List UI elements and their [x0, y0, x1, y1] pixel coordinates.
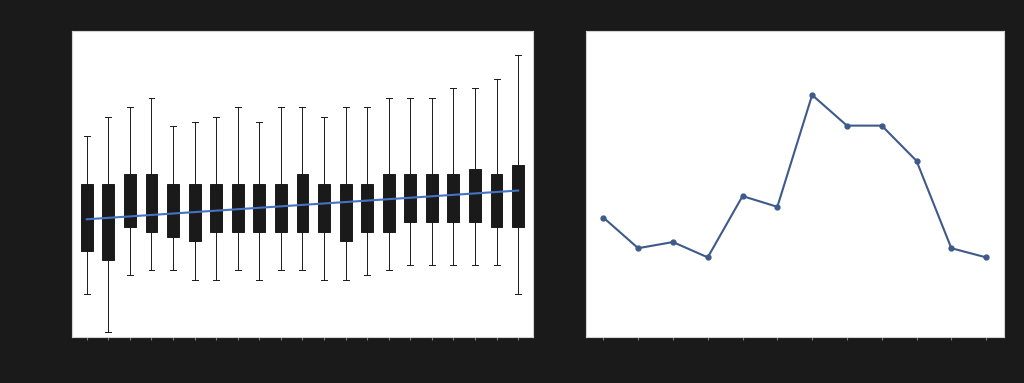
PathPatch shape	[383, 174, 394, 232]
PathPatch shape	[102, 184, 115, 260]
PathPatch shape	[512, 165, 524, 227]
PathPatch shape	[490, 174, 503, 227]
PathPatch shape	[210, 184, 222, 232]
PathPatch shape	[318, 184, 330, 232]
PathPatch shape	[145, 174, 158, 232]
PathPatch shape	[124, 174, 136, 227]
PathPatch shape	[297, 174, 308, 232]
PathPatch shape	[447, 174, 460, 222]
PathPatch shape	[253, 184, 265, 232]
PathPatch shape	[361, 184, 373, 232]
PathPatch shape	[81, 184, 93, 251]
PathPatch shape	[404, 174, 416, 222]
PathPatch shape	[340, 184, 351, 241]
PathPatch shape	[167, 184, 179, 236]
PathPatch shape	[231, 184, 244, 232]
PathPatch shape	[469, 169, 481, 222]
PathPatch shape	[188, 184, 201, 241]
PathPatch shape	[275, 184, 287, 232]
PathPatch shape	[426, 174, 438, 222]
